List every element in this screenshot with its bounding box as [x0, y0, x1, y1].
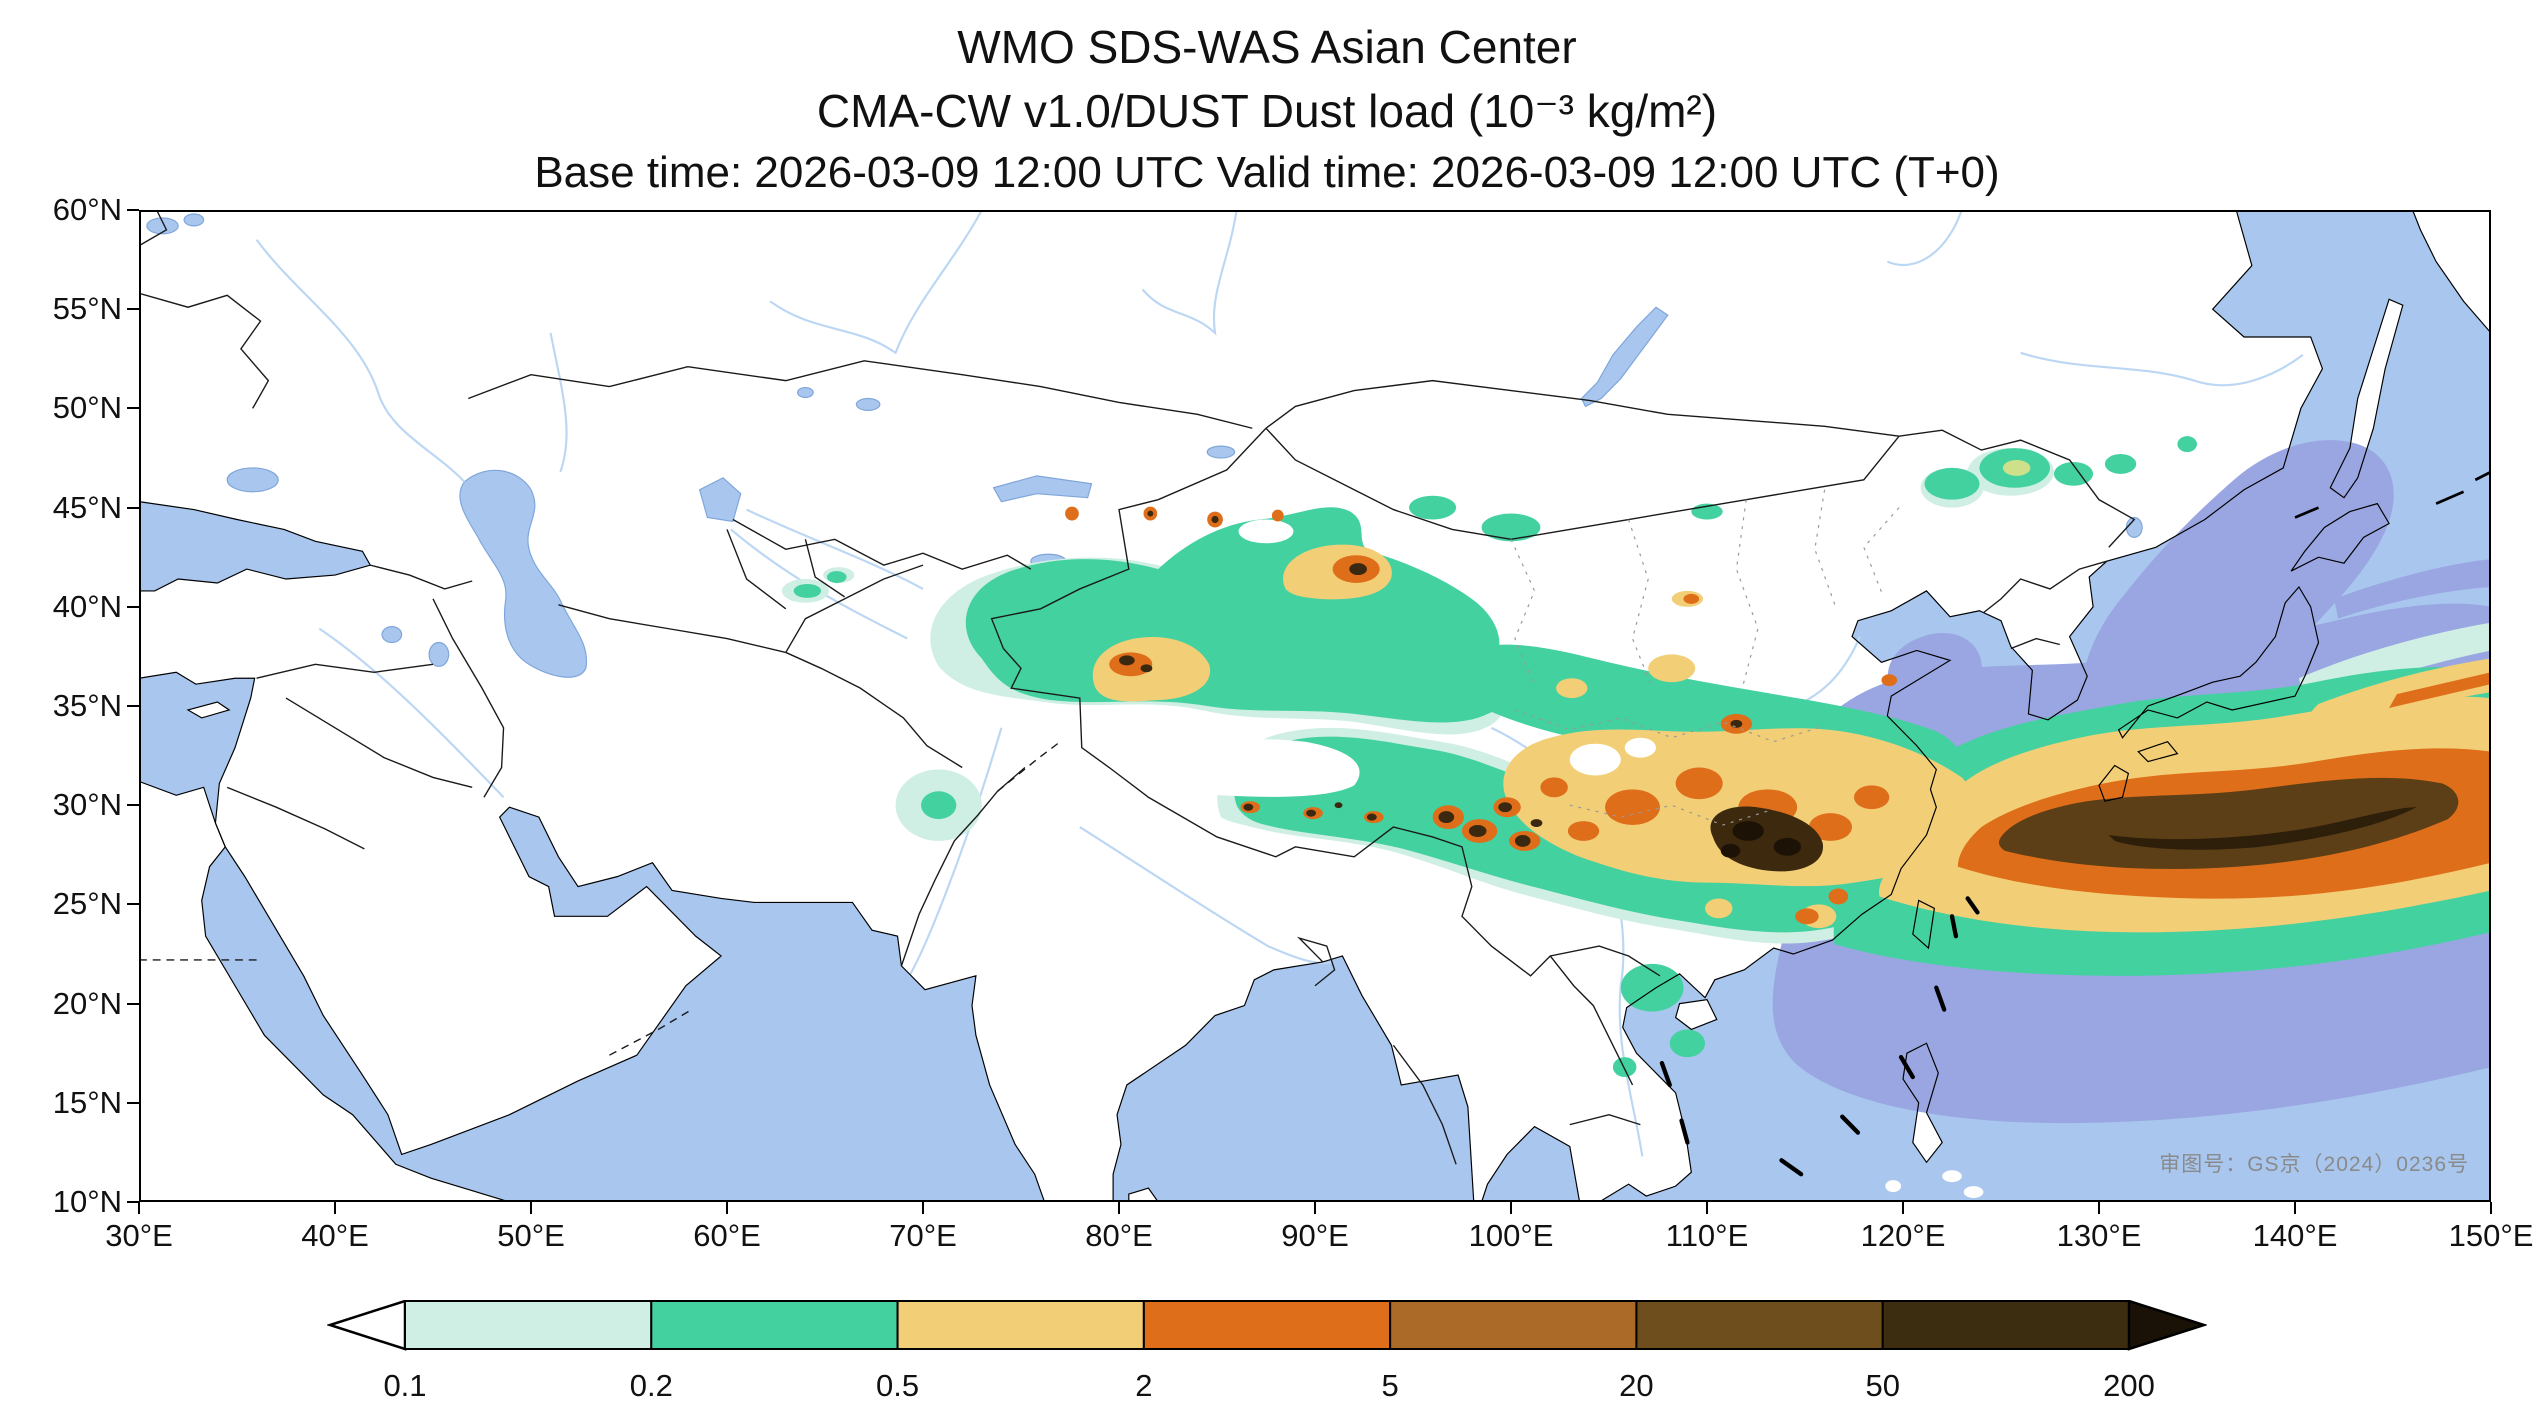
- colorbar-boundary-label: 5: [1382, 1368, 1399, 1403]
- dust-gaps-sichuan: [1569, 737, 1657, 776]
- country-borders: [139, 210, 2136, 1165]
- x-axis-tick: [1510, 1202, 1512, 1214]
- x-axis-tick: [1706, 1202, 1708, 1214]
- y-axis-tick-label: 35°N: [52, 688, 122, 723]
- y-axis-tick-label: 50°N: [52, 390, 122, 426]
- x-axis-tick: [2490, 1202, 2492, 1214]
- x-axis-tick: [1118, 1202, 1120, 1214]
- y-axis-tick-label: 15°N: [52, 1084, 122, 1120]
- page-subtitle: CMA-CW v1.0/DUST Dust load (10⁻³ kg/m²): [816, 85, 1718, 137]
- x-axis-tick: [726, 1202, 728, 1214]
- x-axis-tick-label: 100°E: [1468, 1218, 1554, 1253]
- x-axis-tick-label: 30°E: [105, 1218, 173, 1253]
- colorbar-segment: [1389, 1300, 1638, 1350]
- dashed-borders: [139, 741, 1061, 1056]
- colorbar-segment: [1142, 1300, 1392, 1350]
- x-axis-tick: [2098, 1202, 2100, 1214]
- y-axis-tick: [127, 407, 139, 410]
- dust-gaps: [1128, 519, 1678, 797]
- y-axis-tick: [127, 705, 139, 707]
- x-axis-tick: [1314, 1202, 1316, 1214]
- map-area: 审图号：GS京（2024）0236号: [139, 210, 2491, 1202]
- x-axis-tick-label: 130°E: [2056, 1218, 2142, 1253]
- colorbar-boundary-label: 20: [1619, 1368, 1653, 1403]
- colorbar-boundary-label: 0.2: [630, 1368, 673, 1403]
- x-axis-tick-label: 50°E: [497, 1218, 565, 1253]
- y-axis-tick: [127, 1002, 139, 1005]
- x-axis-tick-label: 90°E: [1281, 1218, 1349, 1253]
- x-axis-tick-label: 60°E: [693, 1218, 761, 1253]
- x-axis-tick-label: 150°E: [2448, 1218, 2534, 1253]
- strait-dashes: [2294, 470, 2491, 519]
- nine-dash-line: [1659, 896, 1980, 1177]
- x-axis-tick-label: 80°E: [1085, 1218, 1153, 1253]
- colorbar-over-arrow: [2127, 1300, 2207, 1351]
- colorbar-segment: [1881, 1300, 2130, 1350]
- colorbar-under-arrow: [327, 1300, 407, 1351]
- y-axis-tick: [127, 1201, 139, 1203]
- colorbar-segment: [1635, 1300, 1884, 1350]
- lakes: [146, 213, 2143, 679]
- y-axis-tick-label: 20°N: [52, 985, 122, 1021]
- x-axis-tick-label: 70°E: [889, 1218, 957, 1253]
- y-axis-tick-label: 55°N: [52, 291, 122, 327]
- x-axis-tick: [530, 1202, 532, 1214]
- dust-map: [139, 210, 2491, 1202]
- y-axis-tick: [127, 209, 139, 211]
- x-axis-tick-label: 110°E: [1665, 1218, 1749, 1253]
- colorbar-segment: [404, 1300, 653, 1350]
- y-axis-tick-label: 60°N: [52, 192, 122, 227]
- x-axis-tick: [334, 1202, 336, 1214]
- y-axis-tick-label: 45°N: [52, 489, 122, 525]
- y-axis-tick: [127, 804, 139, 807]
- y-axis-tick-label: 25°N: [52, 886, 122, 922]
- map-approval-watermark: 审图号：GS京（2024）0236号: [2159, 1153, 2469, 1176]
- colorbar-boundary-label: 0.1: [383, 1368, 426, 1403]
- x-axis-tick: [2294, 1202, 2296, 1214]
- x-axis-tick: [1902, 1202, 1904, 1214]
- y-axis-tick: [127, 903, 139, 906]
- colorbar-segment: [896, 1300, 1145, 1350]
- y-axis-tick: [127, 506, 139, 509]
- colorbar-boundary-label: 50: [1865, 1368, 1899, 1403]
- y-axis-tick-label: 30°N: [52, 787, 122, 823]
- y-axis-tick: [127, 1101, 139, 1104]
- x-axis-tick-label: 120°E: [1860, 1218, 1946, 1253]
- y-axis-tick-label: 40°N: [52, 588, 122, 624]
- x-axis-tick-label: 140°E: [2252, 1218, 2338, 1253]
- y-axis-tick: [127, 308, 139, 311]
- y-axis-tick: [127, 605, 139, 608]
- colorbar-segment: [650, 1300, 899, 1350]
- colorbar: 0.1 0.2 0.5 2 5 20 50 200: [327, 1300, 2207, 1403]
- colorbar-boundary-label: 2: [1135, 1368, 1152, 1403]
- dust-layer-brown: [1119, 510, 2459, 872]
- colorbar-boundary-label: 0.5: [876, 1368, 919, 1403]
- page-title: WMO SDS-WAS Asian Center: [957, 21, 1577, 73]
- x-axis-tick: [922, 1202, 924, 1214]
- page-time-info: Base time: 2026-03-09 12:00 UTC Valid ti…: [534, 148, 2000, 197]
- province-borders: [1510, 489, 1900, 826]
- x-axis-tick-label: 40°E: [301, 1218, 369, 1253]
- x-axis-tick: [138, 1202, 140, 1214]
- y-axis-tick-label: 10°N: [52, 1184, 122, 1219]
- colorbar-boundary-label: 200: [2103, 1368, 2155, 1403]
